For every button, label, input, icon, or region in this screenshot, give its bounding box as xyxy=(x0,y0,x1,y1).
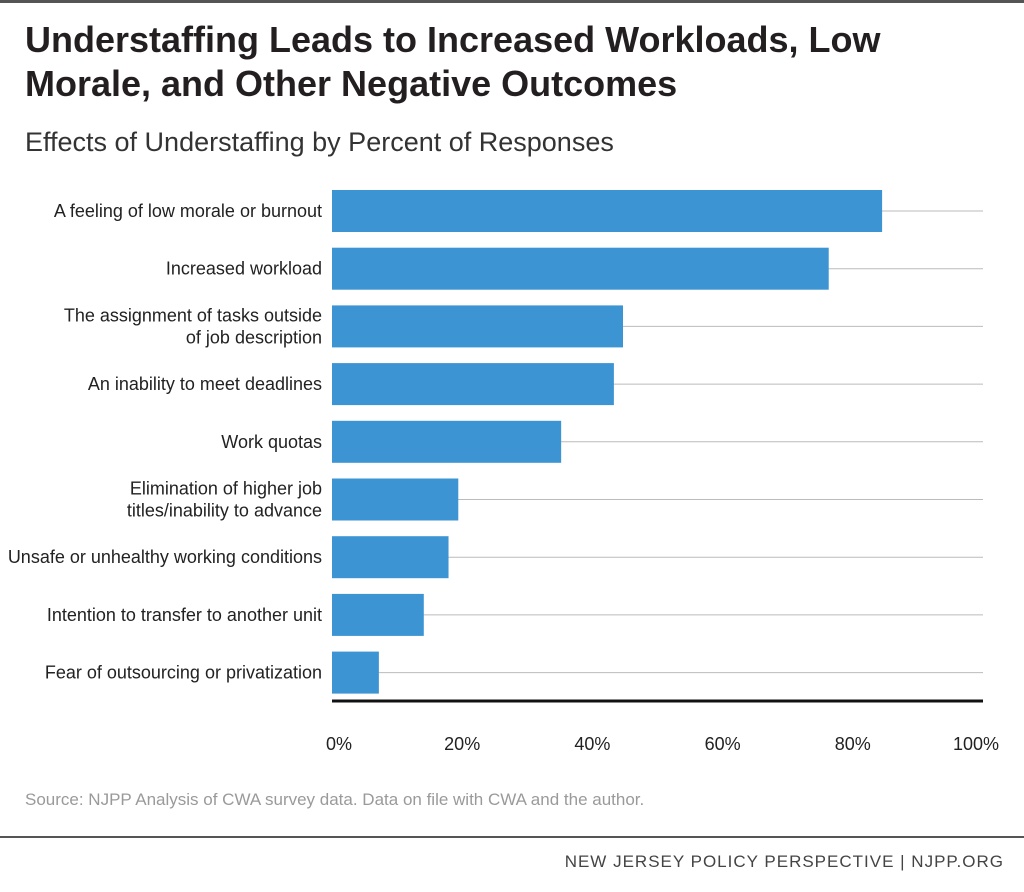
category-label: of job description xyxy=(186,327,322,347)
category-label: A feeling of low morale or burnout xyxy=(54,201,322,221)
bottom-rule xyxy=(0,836,1024,838)
bar xyxy=(332,247,829,290)
category-label: Fear of outsourcing or privatization xyxy=(45,663,322,683)
category-label: Elimination of higher job xyxy=(130,479,322,499)
chart-title: Understaffing Leads to Increased Workloa… xyxy=(25,19,881,104)
footer-credit: NEW JERSEY POLICY PERSPECTIVE | NJPP.ORG xyxy=(564,852,1004,871)
category-label: An inability to meet deadlines xyxy=(88,374,322,394)
bar xyxy=(332,593,424,636)
top-rule xyxy=(0,0,1024,3)
x-tick-label: 0% xyxy=(326,734,352,754)
bar xyxy=(332,651,379,694)
bar-chart: A feeling of low morale or burnout Increa… xyxy=(8,190,999,754)
category-label: The assignment of tasks outside xyxy=(64,305,322,325)
category-label: Work quotas xyxy=(221,432,322,452)
chart-subtitle: Effects of Understaffing by Percent of R… xyxy=(25,127,614,157)
x-tick-label: 60% xyxy=(705,734,741,754)
category-label: titles/inability to advance xyxy=(127,501,322,521)
category-label: Unsafe or unhealthy working conditions xyxy=(8,547,322,567)
x-tick-label: 100% xyxy=(953,734,999,754)
category-label: Intention to transfer to another unit xyxy=(47,605,322,625)
source-note: Source: NJPP Analysis of CWA survey data… xyxy=(25,790,645,809)
bar xyxy=(332,420,562,463)
bar xyxy=(332,536,449,579)
x-tick-label: 40% xyxy=(574,734,610,754)
bar xyxy=(332,190,883,232)
bar xyxy=(332,305,623,348)
x-tick-label: 80% xyxy=(835,734,871,754)
bar xyxy=(332,363,614,406)
bar xyxy=(332,478,459,521)
x-tick-label: 20% xyxy=(444,734,480,754)
category-label: Increased workload xyxy=(166,259,322,279)
